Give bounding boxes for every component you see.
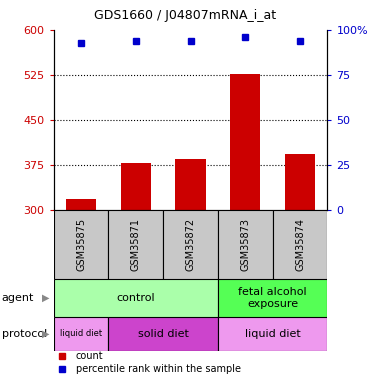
Text: GSM35873: GSM35873 — [240, 218, 250, 271]
Bar — [285, 154, 315, 210]
Text: protocol: protocol — [2, 329, 47, 339]
Text: GDS1660 / J04807mRNA_i_at: GDS1660 / J04807mRNA_i_at — [94, 9, 276, 22]
Bar — [108, 317, 218, 351]
Bar — [163, 210, 218, 279]
Text: ▶: ▶ — [43, 329, 50, 339]
Text: GSM35871: GSM35871 — [131, 218, 141, 271]
Text: count: count — [75, 351, 103, 361]
Text: solid diet: solid diet — [138, 329, 189, 339]
Text: percentile rank within the sample: percentile rank within the sample — [75, 364, 240, 374]
Text: fetal alcohol
exposure: fetal alcohol exposure — [238, 287, 307, 309]
Text: liquid diet: liquid diet — [60, 329, 102, 338]
Bar — [273, 210, 327, 279]
Text: agent: agent — [2, 293, 34, 303]
Bar — [54, 279, 218, 317]
Bar — [175, 159, 206, 210]
Bar — [54, 317, 108, 351]
Bar — [121, 163, 151, 210]
Bar — [218, 317, 327, 351]
Bar — [66, 199, 96, 210]
Text: GSM35875: GSM35875 — [76, 218, 86, 271]
Bar — [218, 210, 273, 279]
Text: ▶: ▶ — [43, 293, 50, 303]
Text: control: control — [117, 293, 155, 303]
Text: liquid diet: liquid diet — [245, 329, 300, 339]
Bar — [54, 210, 108, 279]
Bar — [218, 279, 327, 317]
Bar — [108, 210, 163, 279]
Text: GSM35872: GSM35872 — [185, 218, 196, 271]
Text: GSM35874: GSM35874 — [295, 218, 305, 271]
Bar — [230, 74, 260, 210]
